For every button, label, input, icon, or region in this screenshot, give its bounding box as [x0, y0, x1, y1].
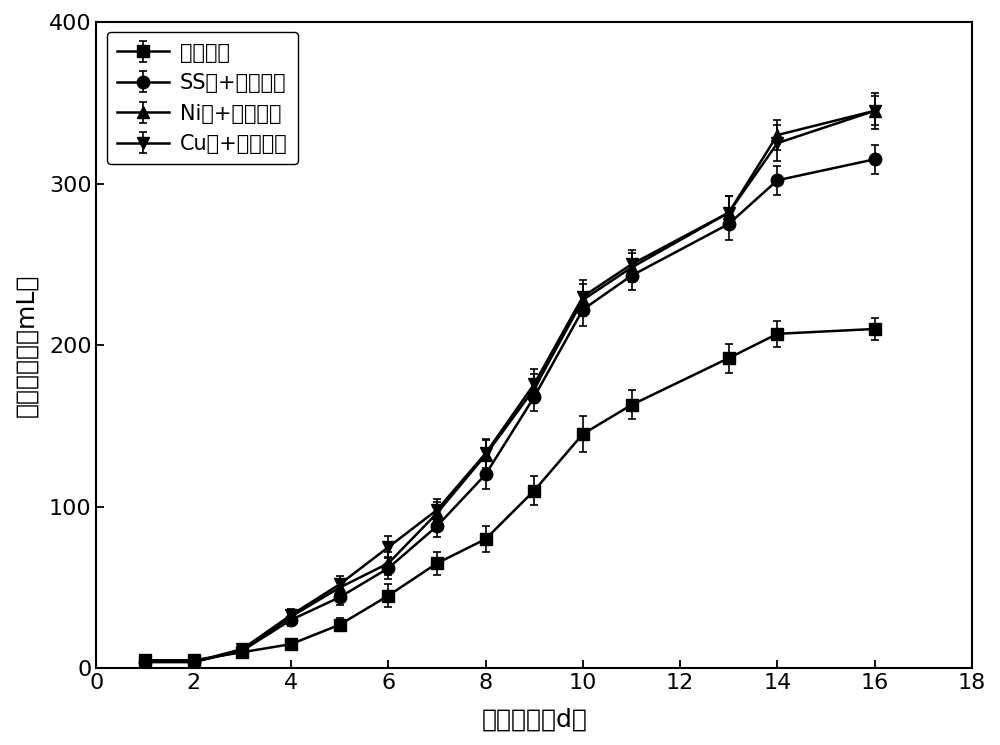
Legend: 碱预处理, SS网+碱预处理, Ni网+碱预处理, Cu网+碱预处理: 碱预处理, SS网+碱预处理, Ni网+碱预处理, Cu网+碱预处理 — [107, 32, 298, 165]
X-axis label: 运行时间（d）: 运行时间（d） — [481, 707, 587, 731]
Y-axis label: 日产甲烷量（mL）: 日产甲烷量（mL） — [14, 273, 38, 416]
